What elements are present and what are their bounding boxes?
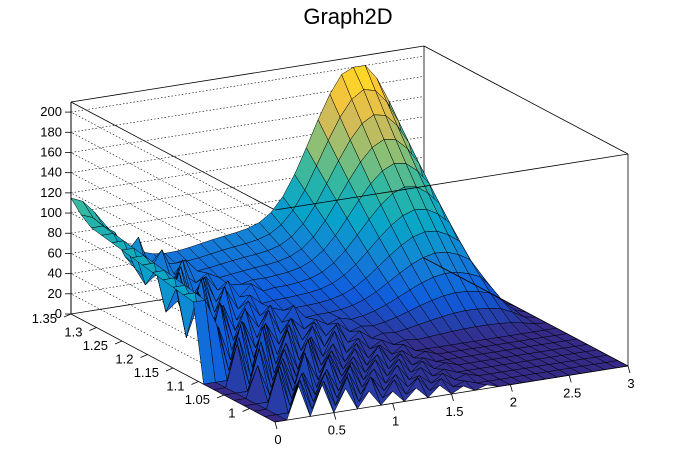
y-tick-mark	[140, 354, 148, 358]
frame-edge	[423, 257, 629, 367]
y-tick-label: 1.15	[134, 365, 159, 380]
y-tick-label: 1.2	[115, 352, 133, 367]
grid-line	[70, 55, 425, 221]
y-tick-label: 1	[228, 406, 235, 421]
x-tick-mark	[392, 403, 396, 411]
z-tick-label: 80	[48, 225, 62, 240]
x-tick-label: 1	[392, 413, 399, 428]
x-tick-label: 3	[627, 376, 634, 391]
x-tick-label: 0	[274, 432, 281, 447]
y-tick-mark	[89, 327, 97, 331]
frame-edge	[70, 101, 276, 211]
y-tick-mark	[114, 340, 123, 345]
y-tick-mark	[216, 394, 225, 399]
y-tick-label: 1.35	[32, 311, 57, 326]
z-axis: 0 20 40 60 80 100 120 140 160 180 200	[40, 102, 72, 321]
z-tick-label: 20	[48, 286, 62, 301]
y-tick-mark	[165, 367, 174, 372]
z-tick-label: 160	[40, 144, 62, 159]
x-tick-mark	[451, 393, 454, 402]
z-tick-label: 60	[48, 245, 62, 260]
z-tick-label: 120	[40, 185, 62, 200]
y-tick-label: 1.1	[166, 379, 184, 394]
x-tick-mark	[509, 384, 513, 392]
surface-mesh	[70, 65, 629, 423]
y-tick-label: 1.3	[64, 325, 82, 340]
y-tick-mark	[191, 381, 199, 385]
x-tick-label: 2.5	[563, 385, 581, 400]
z-tick-label: 40	[48, 266, 62, 281]
grid-line	[70, 96, 425, 261]
frame-edge	[70, 45, 425, 103]
x-tick-mark	[333, 412, 337, 420]
x-axis: 0 0.5 1 1.5 2 2.5 3	[274, 365, 635, 447]
grid-line	[70, 116, 425, 281]
grid-line	[70, 76, 425, 241]
y-tick-mark	[242, 408, 250, 412]
frame-edge	[274, 153, 629, 211]
y-tick-label: 1.25	[83, 338, 108, 353]
z-tick-label: 0	[55, 306, 62, 321]
y-axis: 1 1.051.1 1.151.2 1.251.3 1.35	[32, 311, 250, 421]
z-tick-label: 140	[40, 165, 62, 180]
x-tick-mark	[627, 365, 631, 374]
x-tick-label: 2	[510, 395, 517, 410]
chart-title: Graph2D	[303, 4, 393, 29]
z-tick-label: 100	[40, 205, 62, 220]
x-tick-label: 1.5	[445, 404, 463, 419]
z-tick-label: 180	[40, 124, 62, 139]
y-tick-label: 1.05	[185, 392, 210, 407]
x-tick-mark	[274, 421, 278, 430]
z-tick-label: 200	[40, 104, 62, 119]
x-tick-label: 0.5	[328, 423, 346, 438]
y-tick-mark	[63, 313, 72, 318]
x-tick-mark	[568, 375, 572, 383]
frame-edge	[423, 45, 629, 155]
